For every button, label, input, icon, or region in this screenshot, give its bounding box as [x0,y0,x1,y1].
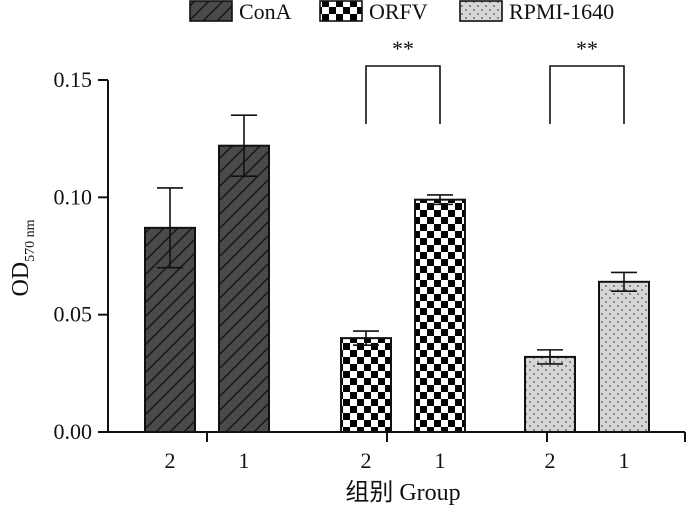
error-bars [157,114,637,365]
bar-rpmi-1640-2 [524,355,576,434]
x-ticks: 2 1 2 1 2 1 [165,432,686,473]
x-category-label: 2 [545,448,556,473]
bar-orfv-2 [340,337,392,433]
y-tick-label: 0.05 [54,302,93,327]
legend-label: RPMI-1640 [509,0,614,24]
significance-bracket [365,65,441,124]
y-axis-title-subscript: 570 nm [23,219,38,262]
legend: ConA ORFV RPMI-1640 [189,0,614,24]
significance-label: ** [392,36,414,61]
x-category-label: 1 [239,448,250,473]
significance-label: ** [576,36,598,61]
legend-swatch-orfv [319,0,363,22]
bar-cona-1 [218,144,270,433]
x-category-label: 2 [165,448,176,473]
bar-orfv-1 [414,198,466,433]
x-category-label: 2 [361,448,372,473]
x-category-label: 1 [435,448,446,473]
x-axis-title: 组别 Group [345,479,460,506]
bar-rpmi-1640-1 [598,280,650,433]
y-ticks: 0.00 0.05 0.10 0.15 [54,67,108,444]
y-tick-label: 0.15 [54,67,93,92]
y-axis-title-main: OD [8,262,34,297]
x-category-label: 1 [619,448,630,473]
y-axis-title: OD570 nm [8,219,38,296]
legend-swatch-rpmi-1640 [459,0,503,22]
legend-label: ConA [239,0,292,24]
legend-label: ORFV [369,0,428,24]
significance-brackets: ** ** [365,36,625,124]
y-tick-label: 0.00 [54,419,93,444]
bars [144,144,650,434]
significance-bracket [549,65,625,124]
y-tick-label: 0.10 [54,184,93,209]
legend-swatch-cona [189,0,233,22]
